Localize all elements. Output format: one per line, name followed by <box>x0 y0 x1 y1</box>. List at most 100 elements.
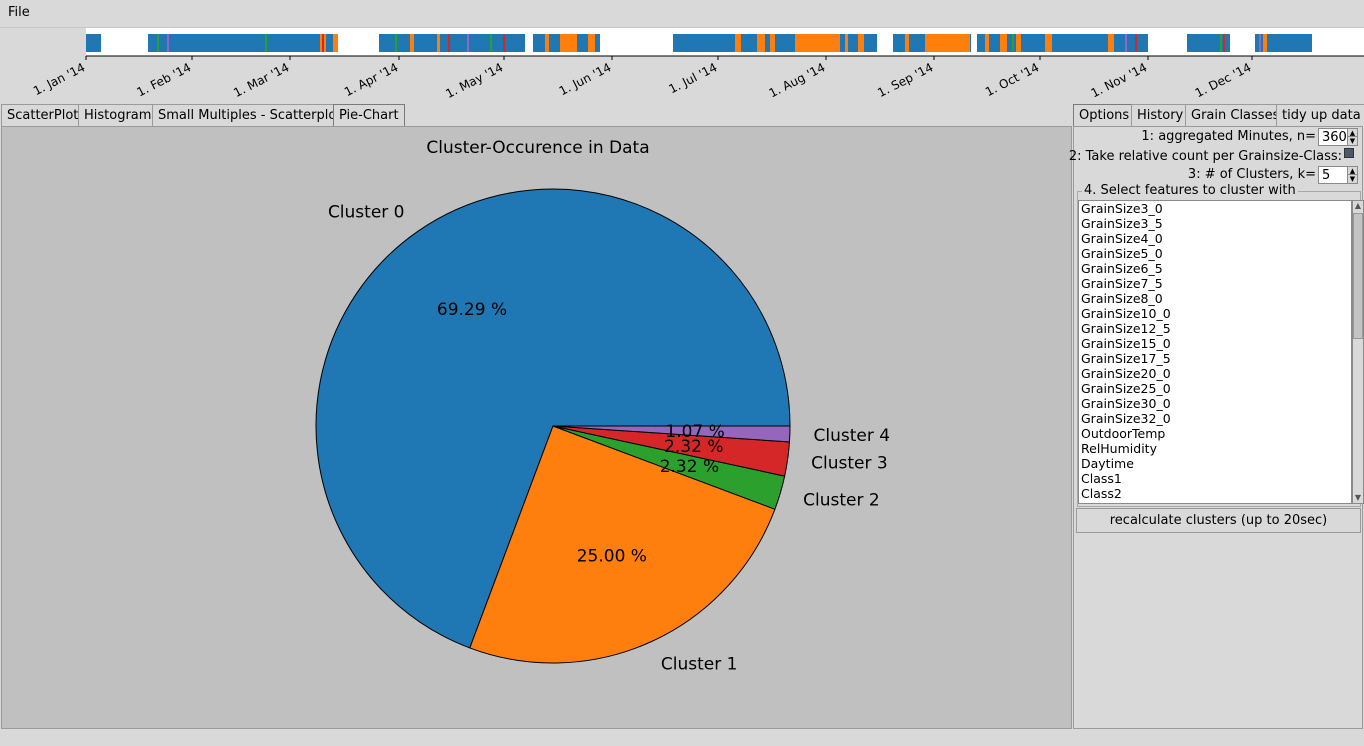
feature-list-item[interactable]: GrainSize4_0 <box>1081 231 1163 246</box>
features-group: 4. Select features to cluster with Grain… <box>1077 183 1364 507</box>
timeline-month-label: 1. Jan '14 <box>31 60 87 98</box>
timeline-segment <box>757 34 765 52</box>
feature-list-item[interactable]: GrainSize10_0 <box>1081 306 1171 321</box>
timeline-segment <box>1012 34 1014 52</box>
timeline-month-label: 1. Feb '14 <box>135 60 194 99</box>
feature-list-item[interactable]: OutdoorTemp <box>1081 426 1166 441</box>
timeline-segment <box>1187 34 1230 52</box>
pie-category-label: Cluster 0 <box>328 203 405 223</box>
feature-list-item[interactable]: GrainSize8_0 <box>1081 291 1163 306</box>
feature-list-item[interactable]: GrainSize32_0 <box>1081 411 1171 426</box>
chart-title: Cluster-Occurence in Data <box>426 138 649 158</box>
timeline-month-label: 1. Aug '14 <box>767 60 828 100</box>
timeline-segment <box>265 34 267 52</box>
minutes-value: 360 <box>1322 130 1347 145</box>
feature-list-item[interactable]: RelHumidity <box>1081 441 1157 456</box>
timeline-segment <box>167 34 169 52</box>
spin-down-icon[interactable]: ▼ <box>1347 137 1357 145</box>
clusters-spinbox[interactable]: 5 ▲ ▼ <box>1318 166 1358 184</box>
timeline-segment <box>503 34 505 52</box>
timeline-month-label: 1. Mar '14 <box>231 60 291 100</box>
relative-checkbox[interactable] <box>1344 148 1354 158</box>
right-tabbar: Options History Grain Classes tidy up da… <box>1073 104 1364 127</box>
tab-scatterplot[interactable]: ScatterPlot <box>1 104 85 126</box>
left-tabbar: ScatterPlot Histogram Small Multiples - … <box>0 104 1072 127</box>
pie-percent-label: 2.32 % <box>664 437 723 457</box>
feature-list-item[interactable]: Daytime <box>1081 456 1134 471</box>
feature-list-item[interactable]: GrainSize7_5 <box>1081 276 1163 291</box>
feature-list-item[interactable]: GrainSize3_5 <box>1081 216 1163 231</box>
spin-up-icon[interactable]: ▲ <box>1347 167 1357 175</box>
features-scrollbar[interactable]: ▲ ▼ <box>1352 200 1364 504</box>
pie-chart: Cluster-Occurence in Data 69.29 % Cluster… <box>315 138 891 674</box>
minutes-spinbox[interactable]: 360 ▲ ▼ <box>1318 128 1358 146</box>
timeline-segment <box>86 34 101 52</box>
timeline-segment <box>437 34 440 52</box>
timeline-canvas[interactable]: 1. Jan '14 1. Feb '14 1. Mar '14 1. Apr '14… <box>0 28 1364 104</box>
timeline-month-label: 1. Jul '14 <box>667 60 720 96</box>
feature-list-item[interactable]: GrainSize20_0 <box>1081 366 1171 381</box>
timeline-segment <box>467 34 469 52</box>
spin-up-icon[interactable]: ▲ <box>1347 129 1357 137</box>
clusters-value: 5 <box>1322 168 1331 183</box>
timeline-segment <box>322 34 324 52</box>
pie-percent-label: 1.07 % <box>665 422 724 442</box>
timeline-segment <box>448 34 450 52</box>
pie-category-label: Cluster 1 <box>661 654 738 674</box>
timeline-segment <box>1000 34 1007 52</box>
status-bar <box>0 730 1364 746</box>
feature-list-item[interactable]: GrainSize12_5 <box>1081 321 1171 336</box>
feature-list-item[interactable]: GrainSize25_0 <box>1081 381 1171 396</box>
pie-category-label: Cluster 3 <box>811 453 888 473</box>
timeline-segment <box>905 34 909 52</box>
recalculate-button[interactable]: recalculate clusters (up to 20sec) <box>1076 508 1361 533</box>
timeline-month-label: 1. Nov '14 <box>1089 60 1150 100</box>
feature-list-item[interactable]: Class1 <box>1081 471 1122 486</box>
timeline-month-label: 1. Dec '14 <box>1193 60 1254 100</box>
tab-tidy-up-data[interactable]: tidy up data <box>1276 104 1364 126</box>
tab-grain-classes[interactable]: Grain Classes <box>1185 104 1286 126</box>
timeline-segment <box>490 34 492 52</box>
timeline-segment <box>410 34 414 52</box>
timeline-month-label: 1. Sep '14 <box>875 60 935 100</box>
pie-slice-cluster-1 <box>469 425 776 664</box>
options-panel: 1: aggregated Minutes, n= 360 ▲ ▼ 2: Tak… <box>1069 126 1364 729</box>
tab-options[interactable]: Options <box>1073 104 1136 127</box>
scrollbar-thumb[interactable] <box>1353 213 1363 339</box>
minutes-row: 1: aggregated Minutes, n= 360 ▲ ▼ <box>1072 128 1358 146</box>
timeline-segment <box>395 34 397 52</box>
timeline-segment <box>333 34 338 52</box>
features-listbox[interactable]: GrainSize3_0 GrainSize3_5 GrainSize4_0 Grai… <box>1078 200 1352 504</box>
scroll-up-icon[interactable]: ▲ <box>1354 201 1362 210</box>
file-menu[interactable]: File <box>8 5 30 20</box>
pie-category-label: Cluster 4 <box>814 426 891 446</box>
minutes-label: 1: aggregated Minutes, n= <box>1141 129 1316 144</box>
feature-list-item[interactable]: GrainSize17_5 <box>1081 351 1171 366</box>
timeline-segment <box>545 34 549 52</box>
feature-list-item[interactable]: GrainSize30_0 <box>1081 396 1171 411</box>
feature-list-item[interactable]: GrainSize3_0 <box>1081 201 1163 216</box>
feature-list-item[interactable]: GrainSize6_5 <box>1081 261 1163 276</box>
feature-list-item[interactable]: GrainSize5_0 <box>1081 246 1163 261</box>
pie-slice-cluster-0 <box>315 188 791 649</box>
feature-list-item[interactable]: GrainSize15_0 <box>1081 336 1171 351</box>
timeline-strip[interactable]: 1. Jan '14 1. Feb '14 1. Mar '14 1. Apr '14… <box>0 28 1364 104</box>
timeline-segment <box>858 34 864 52</box>
timeline-segment <box>1016 34 1021 52</box>
timeline-segment <box>1259 34 1261 52</box>
pie-percent-label: 69.29 % <box>437 300 507 320</box>
timeline-month-label: 1. May '14 <box>443 60 505 101</box>
pie-percent-label: 25.00 % <box>577 546 647 566</box>
feature-list-item[interactable]: Class2 <box>1081 486 1122 501</box>
scroll-down-icon[interactable]: ▼ <box>1354 493 1362 502</box>
timeline-segment <box>379 34 525 52</box>
timeline-segment <box>148 34 338 52</box>
timeline-segment <box>770 34 775 52</box>
tab-history[interactable]: History <box>1131 104 1190 126</box>
tab-small-multiples[interactable]: Small Multiples - Scatterplot <box>152 104 348 126</box>
tab-histogram[interactable]: Histogram <box>78 104 158 126</box>
pie-category-label: Cluster 2 <box>803 491 880 511</box>
pie-percent-label: 2.32 % <box>660 457 719 477</box>
tab-pie-chart[interactable]: Pie-Chart <box>333 104 405 127</box>
spin-down-icon[interactable]: ▼ <box>1347 175 1357 183</box>
